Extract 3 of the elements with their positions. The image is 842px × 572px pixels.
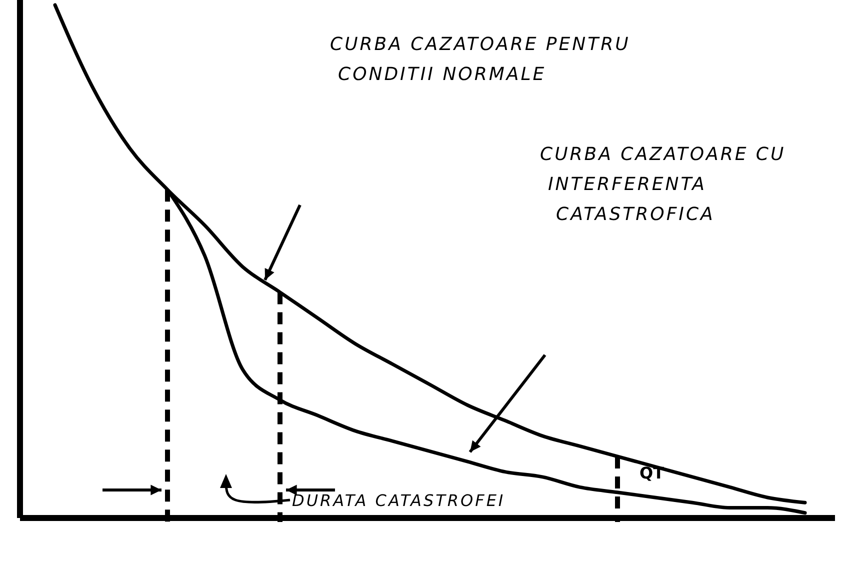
annotation: CURBA CAZATOARE PENTRU CONDITII NORMALE: [330, 34, 630, 85]
annotation: DURATA CATASTROFEI: [292, 491, 506, 510]
annotation: CURBA CAZATOARE CU INTERFERENTA CATASTROFICA: [540, 144, 786, 225]
